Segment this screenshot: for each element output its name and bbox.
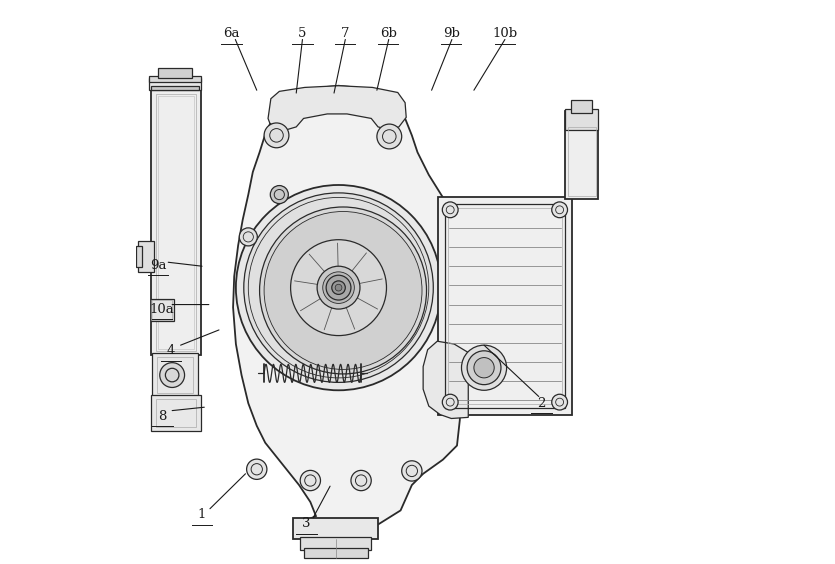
Text: 8: 8: [159, 409, 167, 423]
Bar: [135, 246, 142, 267]
Circle shape: [240, 228, 257, 246]
Circle shape: [443, 202, 458, 218]
Circle shape: [236, 185, 441, 390]
Text: 10b: 10b: [493, 27, 518, 41]
Text: 7: 7: [341, 27, 350, 41]
Text: 5: 5: [298, 27, 306, 41]
Circle shape: [264, 212, 422, 369]
Bar: [151, 299, 174, 321]
Circle shape: [335, 284, 342, 291]
Circle shape: [301, 470, 321, 491]
Text: 6a: 6a: [223, 27, 240, 41]
Text: 3: 3: [302, 517, 311, 530]
Bar: [565, 109, 598, 130]
Bar: [149, 78, 201, 90]
Text: 4: 4: [167, 344, 175, 358]
Bar: [156, 399, 196, 427]
Text: 6b: 6b: [380, 27, 397, 41]
Circle shape: [317, 266, 360, 309]
Circle shape: [351, 470, 372, 491]
Bar: [153, 352, 198, 398]
Bar: [565, 111, 598, 199]
Text: 1: 1: [198, 508, 206, 521]
Circle shape: [331, 281, 346, 294]
Circle shape: [246, 459, 267, 479]
Circle shape: [377, 124, 402, 149]
Bar: [301, 537, 372, 550]
Circle shape: [244, 193, 433, 382]
Bar: [151, 86, 200, 90]
Polygon shape: [233, 86, 473, 525]
Circle shape: [402, 461, 422, 481]
Bar: [304, 548, 368, 558]
Text: 9a: 9a: [149, 258, 166, 272]
Bar: [151, 89, 201, 355]
Bar: [151, 300, 172, 320]
Bar: [444, 204, 565, 408]
Circle shape: [552, 394, 568, 410]
Text: 10a: 10a: [149, 302, 175, 316]
Text: 2: 2: [538, 396, 546, 410]
Circle shape: [323, 272, 354, 303]
Bar: [438, 197, 572, 415]
Bar: [151, 395, 201, 431]
Bar: [139, 241, 154, 272]
Circle shape: [474, 358, 494, 378]
Bar: [158, 68, 192, 78]
Bar: [157, 357, 193, 393]
Polygon shape: [268, 86, 406, 130]
Circle shape: [467, 351, 501, 385]
Circle shape: [260, 207, 427, 374]
Bar: [571, 100, 592, 113]
Circle shape: [443, 394, 458, 410]
Circle shape: [291, 240, 387, 336]
Polygon shape: [423, 341, 468, 418]
Circle shape: [271, 186, 288, 204]
Text: 9b: 9b: [443, 27, 460, 41]
Circle shape: [159, 363, 185, 387]
Bar: [568, 127, 595, 196]
Bar: [448, 208, 562, 404]
Bar: [149, 76, 201, 82]
Bar: [158, 96, 195, 349]
Circle shape: [552, 202, 568, 218]
Bar: [293, 518, 378, 539]
Circle shape: [264, 123, 289, 148]
Circle shape: [462, 345, 507, 390]
Circle shape: [326, 275, 351, 300]
Bar: [156, 94, 196, 351]
